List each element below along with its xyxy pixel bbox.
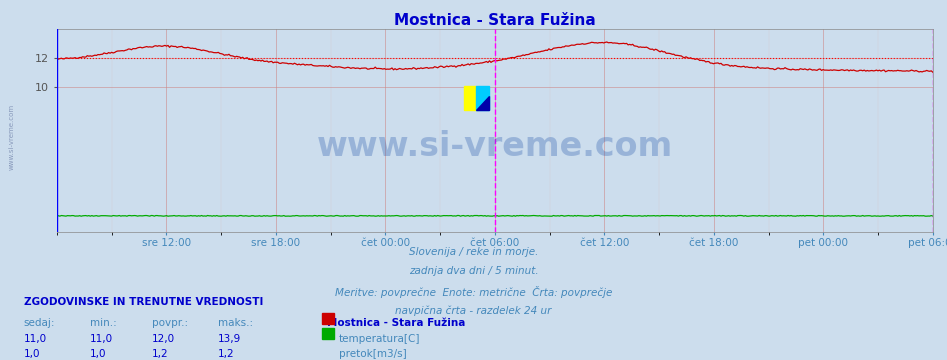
- Text: 1,2: 1,2: [152, 349, 169, 359]
- Text: povpr.:: povpr.:: [152, 318, 188, 328]
- Text: maks.:: maks.:: [218, 318, 253, 328]
- Text: sedaj:: sedaj:: [24, 318, 55, 328]
- Polygon shape: [476, 95, 489, 110]
- Title: Mostnica - Stara Fužina: Mostnica - Stara Fužina: [394, 13, 596, 28]
- Text: Slovenija / reke in morje.: Slovenija / reke in morje.: [409, 247, 538, 257]
- Text: Meritve: povprečne  Enote: metrične  Črta: povprečje: Meritve: povprečne Enote: metrične Črta:…: [335, 286, 612, 298]
- Text: 13,9: 13,9: [218, 334, 241, 344]
- Text: Mostnica - Stara Fužina: Mostnica - Stara Fužina: [327, 318, 465, 328]
- Bar: [476, 86, 489, 110]
- Text: www.si-vreme.com: www.si-vreme.com: [9, 104, 14, 170]
- Text: 1,2: 1,2: [218, 349, 235, 359]
- Text: 12,0: 12,0: [152, 334, 174, 344]
- Text: 11,0: 11,0: [24, 334, 46, 344]
- Text: zadnja dva dni / 5 minut.: zadnja dva dni / 5 minut.: [409, 266, 538, 276]
- Text: temperatura[C]: temperatura[C]: [339, 334, 420, 344]
- Text: 1,0: 1,0: [24, 349, 40, 359]
- Text: www.si-vreme.com: www.si-vreme.com: [316, 130, 673, 163]
- Text: pretok[m3/s]: pretok[m3/s]: [339, 349, 407, 359]
- Text: min.:: min.:: [90, 318, 116, 328]
- Bar: [464, 86, 476, 110]
- Text: navpična črta - razdelek 24 ur: navpična črta - razdelek 24 ur: [395, 306, 552, 316]
- Text: 1,0: 1,0: [90, 349, 106, 359]
- Text: 11,0: 11,0: [90, 334, 113, 344]
- Text: ZGODOVINSKE IN TRENUTNE VREDNOSTI: ZGODOVINSKE IN TRENUTNE VREDNOSTI: [24, 297, 263, 307]
